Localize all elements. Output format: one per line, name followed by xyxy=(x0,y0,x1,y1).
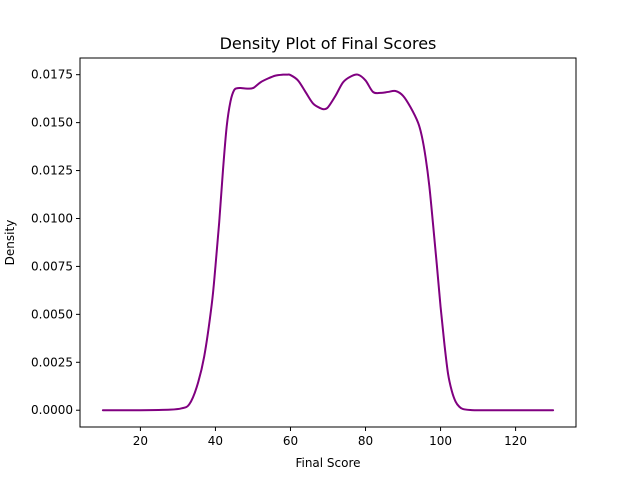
x-tick-label: 100 xyxy=(429,434,452,448)
axis-ticks: 20 40 60 80 100 120 0.0000 0.0025 0.0050 0.0075 0.… xyxy=(31,68,527,448)
y-tick-label: 0.0175 xyxy=(31,68,73,82)
y-tick-label: 0.0025 xyxy=(31,355,73,369)
density-curve xyxy=(101,73,555,412)
y-tick-label: 0.0075 xyxy=(31,259,73,273)
y-tick-label: 0.0000 xyxy=(31,403,73,417)
y-tick-label: 0.0150 xyxy=(31,116,73,130)
y-tick-label: 0.0100 xyxy=(31,211,73,225)
x-tick-label: 20 xyxy=(133,434,148,448)
y-tick-label: 0.0125 xyxy=(31,164,73,178)
x-tick-label: 80 xyxy=(358,434,373,448)
x-tick-label: 40 xyxy=(208,434,223,448)
y-axis-label: Density xyxy=(3,220,17,266)
series-layer xyxy=(101,73,555,412)
chart-title: Density Plot of Final Scores xyxy=(220,34,437,53)
y-tick-label: 0.0050 xyxy=(31,307,73,321)
x-tick-label: 60 xyxy=(283,434,298,448)
x-axis-label: Final Score xyxy=(295,456,360,470)
x-tick-label: 120 xyxy=(504,434,527,448)
plot-frame xyxy=(79,57,577,428)
